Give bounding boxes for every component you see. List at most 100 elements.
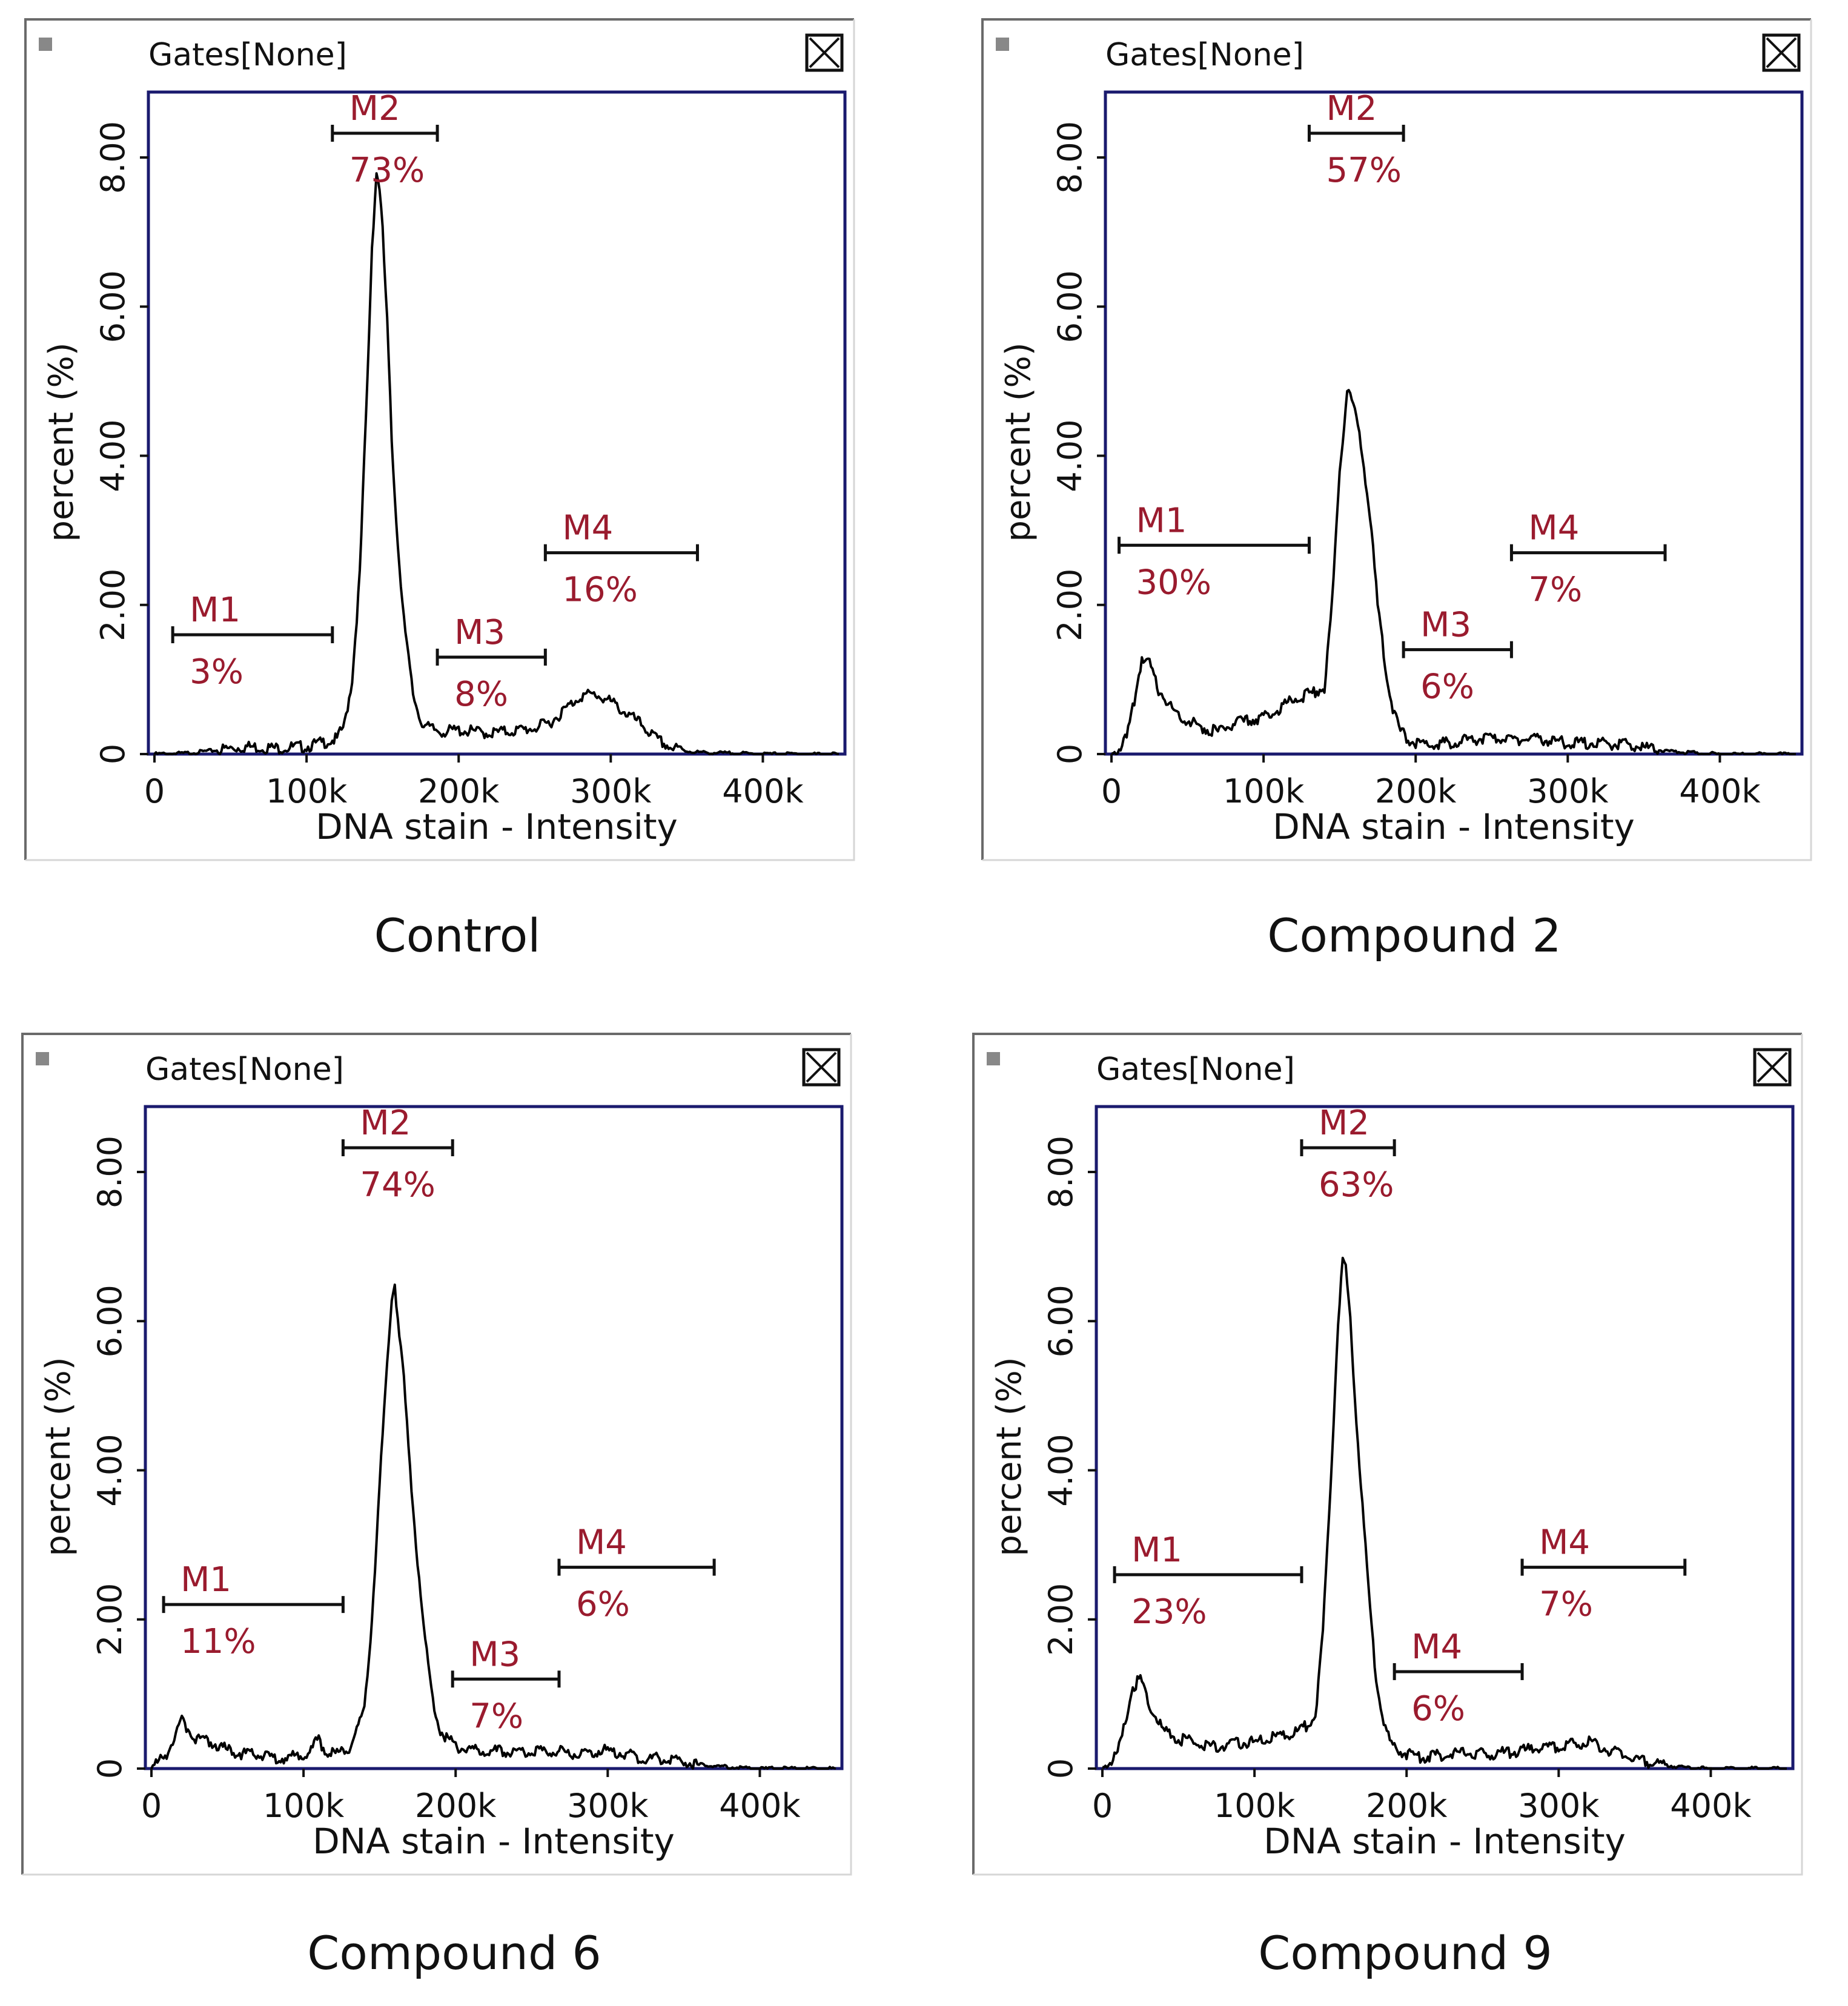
y-tick-label: 2.00 [94,569,132,641]
y-tick-label: 6.00 [1042,1285,1080,1357]
marker-m4[interactable]: M4 7% [1509,509,1667,610]
marker-percent: 74% [360,1165,435,1205]
x-axis-label: DNA stain - Intensity [316,806,678,847]
y-tick-label: 6.00 [1051,270,1089,343]
marker-m3[interactable]: M3 7% [451,1635,561,1736]
y-tick-label: 0 [1042,1758,1080,1779]
x-axis-label: DNA stain - Intensity [1263,1821,1626,1862]
window-frame [21,1033,851,1875]
marker-m2[interactable]: M2 57% [1307,89,1405,190]
marker-m3[interactable]: M3 8% [436,613,547,714]
window-grip-icon[interactable] [39,38,52,51]
close-icon[interactable] [1753,1048,1792,1087]
histogram-panel: Gates[None] 0 100k 200k 300k 400k DNA stain - … [21,1033,887,1899]
y-tick-label: 2.00 [1042,1583,1080,1656]
window-grip-icon[interactable] [996,38,1009,51]
y-tick-label: 8.00 [1051,121,1089,194]
x-tick-label: 300k [570,772,652,810]
x-tick-label: 0 [1092,1787,1113,1825]
histogram-trace [1102,1256,1787,1770]
y-tick-label: 2.00 [1051,569,1089,641]
histogram-trace [1111,389,1796,755]
marker-m1[interactable]: M1 3% [171,591,334,692]
x-tick-label: 100k [263,1787,345,1825]
marker-percent: 73% [349,151,425,190]
y-tick-label: 8.00 [94,121,132,194]
marker-label: M4 [562,509,613,548]
marker-label: M2 [349,89,400,128]
x-tick-label: 0 [141,1787,162,1825]
y-tick-label: 4.00 [1051,419,1089,492]
x-tick-label: 0 [1101,772,1122,810]
y-tick-label: 4.00 [94,419,132,492]
marker-m4[interactable]: M4 7% [1520,1523,1687,1624]
y-tick-label: 2.00 [91,1583,129,1656]
x-axis-label: DNA stain - Intensity [1273,806,1635,847]
close-icon[interactable] [805,33,844,72]
marker-m1[interactable]: M1 23% [1113,1531,1303,1632]
y-tick-label: 0 [1051,744,1089,764]
marker-m2[interactable]: M2 73% [331,89,439,190]
close-icon[interactable] [802,1048,841,1087]
marker-label: M2 [360,1104,411,1143]
window-grip-icon[interactable] [987,1052,1000,1065]
y-axis-label: percent (%) [999,342,1038,541]
x-tick-label: 100k [1214,1787,1296,1825]
marker-percent: 7% [1528,571,1582,610]
y-tick-label: 8.00 [1042,1136,1080,1208]
histogram-svg: Gates[None] 0 100k 200k 300k 400k DNA stain - … [972,1033,1803,1876]
x-axis-label: DNA stain - Intensity [313,1821,675,1862]
marker-m1[interactable]: M1 11% [162,1560,345,1661]
window-frame [981,18,1811,860]
window-frame [24,18,854,860]
marker-percent: 7% [1539,1585,1593,1624]
x-tick-label: 400k [719,1787,801,1825]
y-axis-label: percent (%) [42,342,81,541]
window-frame-shadow [982,19,1812,861]
window-grip-icon[interactable] [36,1052,49,1065]
marker-m2[interactable]: M2 63% [1300,1104,1396,1205]
marker-label: M1 [1136,501,1187,540]
histogram-svg: Gates[None] 0 100k 200k 300k 400k DNA stain - … [24,18,855,861]
y-tick-label: 0 [91,1758,129,1779]
histogram-panel: Gates[None] 0 100k 200k 300k 400k DNA stain - … [24,18,890,884]
close-icon[interactable] [1762,33,1801,72]
marker-percent: 16% [562,571,637,610]
plot-frame [1095,1105,1795,1770]
marker-m1[interactable]: M1 30% [1118,501,1311,602]
marker-m4[interactable]: M4 6% [1393,1627,1524,1729]
y-tick-label: 6.00 [94,270,132,343]
y-tick-label: 4.00 [1042,1434,1080,1506]
marker-label: M4 [576,1523,627,1563]
plot-frame [147,90,847,756]
marker-label: M1 [180,1560,231,1600]
marker-label: M1 [190,591,240,630]
panel-caption: Control [374,909,541,962]
x-tick-label: 200k [418,772,500,810]
window-title: Gates[None] [1096,1051,1295,1088]
x-tick-label: 400k [722,772,804,810]
plot-frame [144,1105,844,1770]
marker-percent: 7% [469,1696,523,1736]
y-tick-label: 8.00 [91,1136,129,1208]
marker-m4[interactable]: M4 16% [543,509,699,610]
marker-m2[interactable]: M2 74% [341,1104,454,1205]
x-tick-label: 200k [415,1787,497,1825]
x-tick-label: 300k [567,1787,649,1825]
marker-percent: 6% [1411,1689,1465,1729]
marker-m3[interactable]: M3 6% [1402,606,1513,707]
y-tick-label: 4.00 [91,1434,129,1506]
marker-percent: 6% [1420,667,1474,707]
marker-m4[interactable]: M4 6% [557,1523,716,1624]
histogram-trace [150,1283,836,1770]
marker-percent: 8% [454,675,508,714]
x-tick-label: 400k [1679,772,1761,810]
histogram-panel: Gates[None] 0 100k 200k 300k 400k DNA stain - … [981,18,1847,884]
panel-caption: Compound 6 [307,1926,601,1980]
window-frame-shadow [22,1034,852,1876]
marker-percent: 3% [190,652,243,692]
x-tick-label: 200k [1366,1787,1448,1825]
marker-percent: 23% [1131,1592,1207,1632]
marker-label: M3 [1420,606,1471,645]
marker-label: M2 [1326,89,1377,128]
